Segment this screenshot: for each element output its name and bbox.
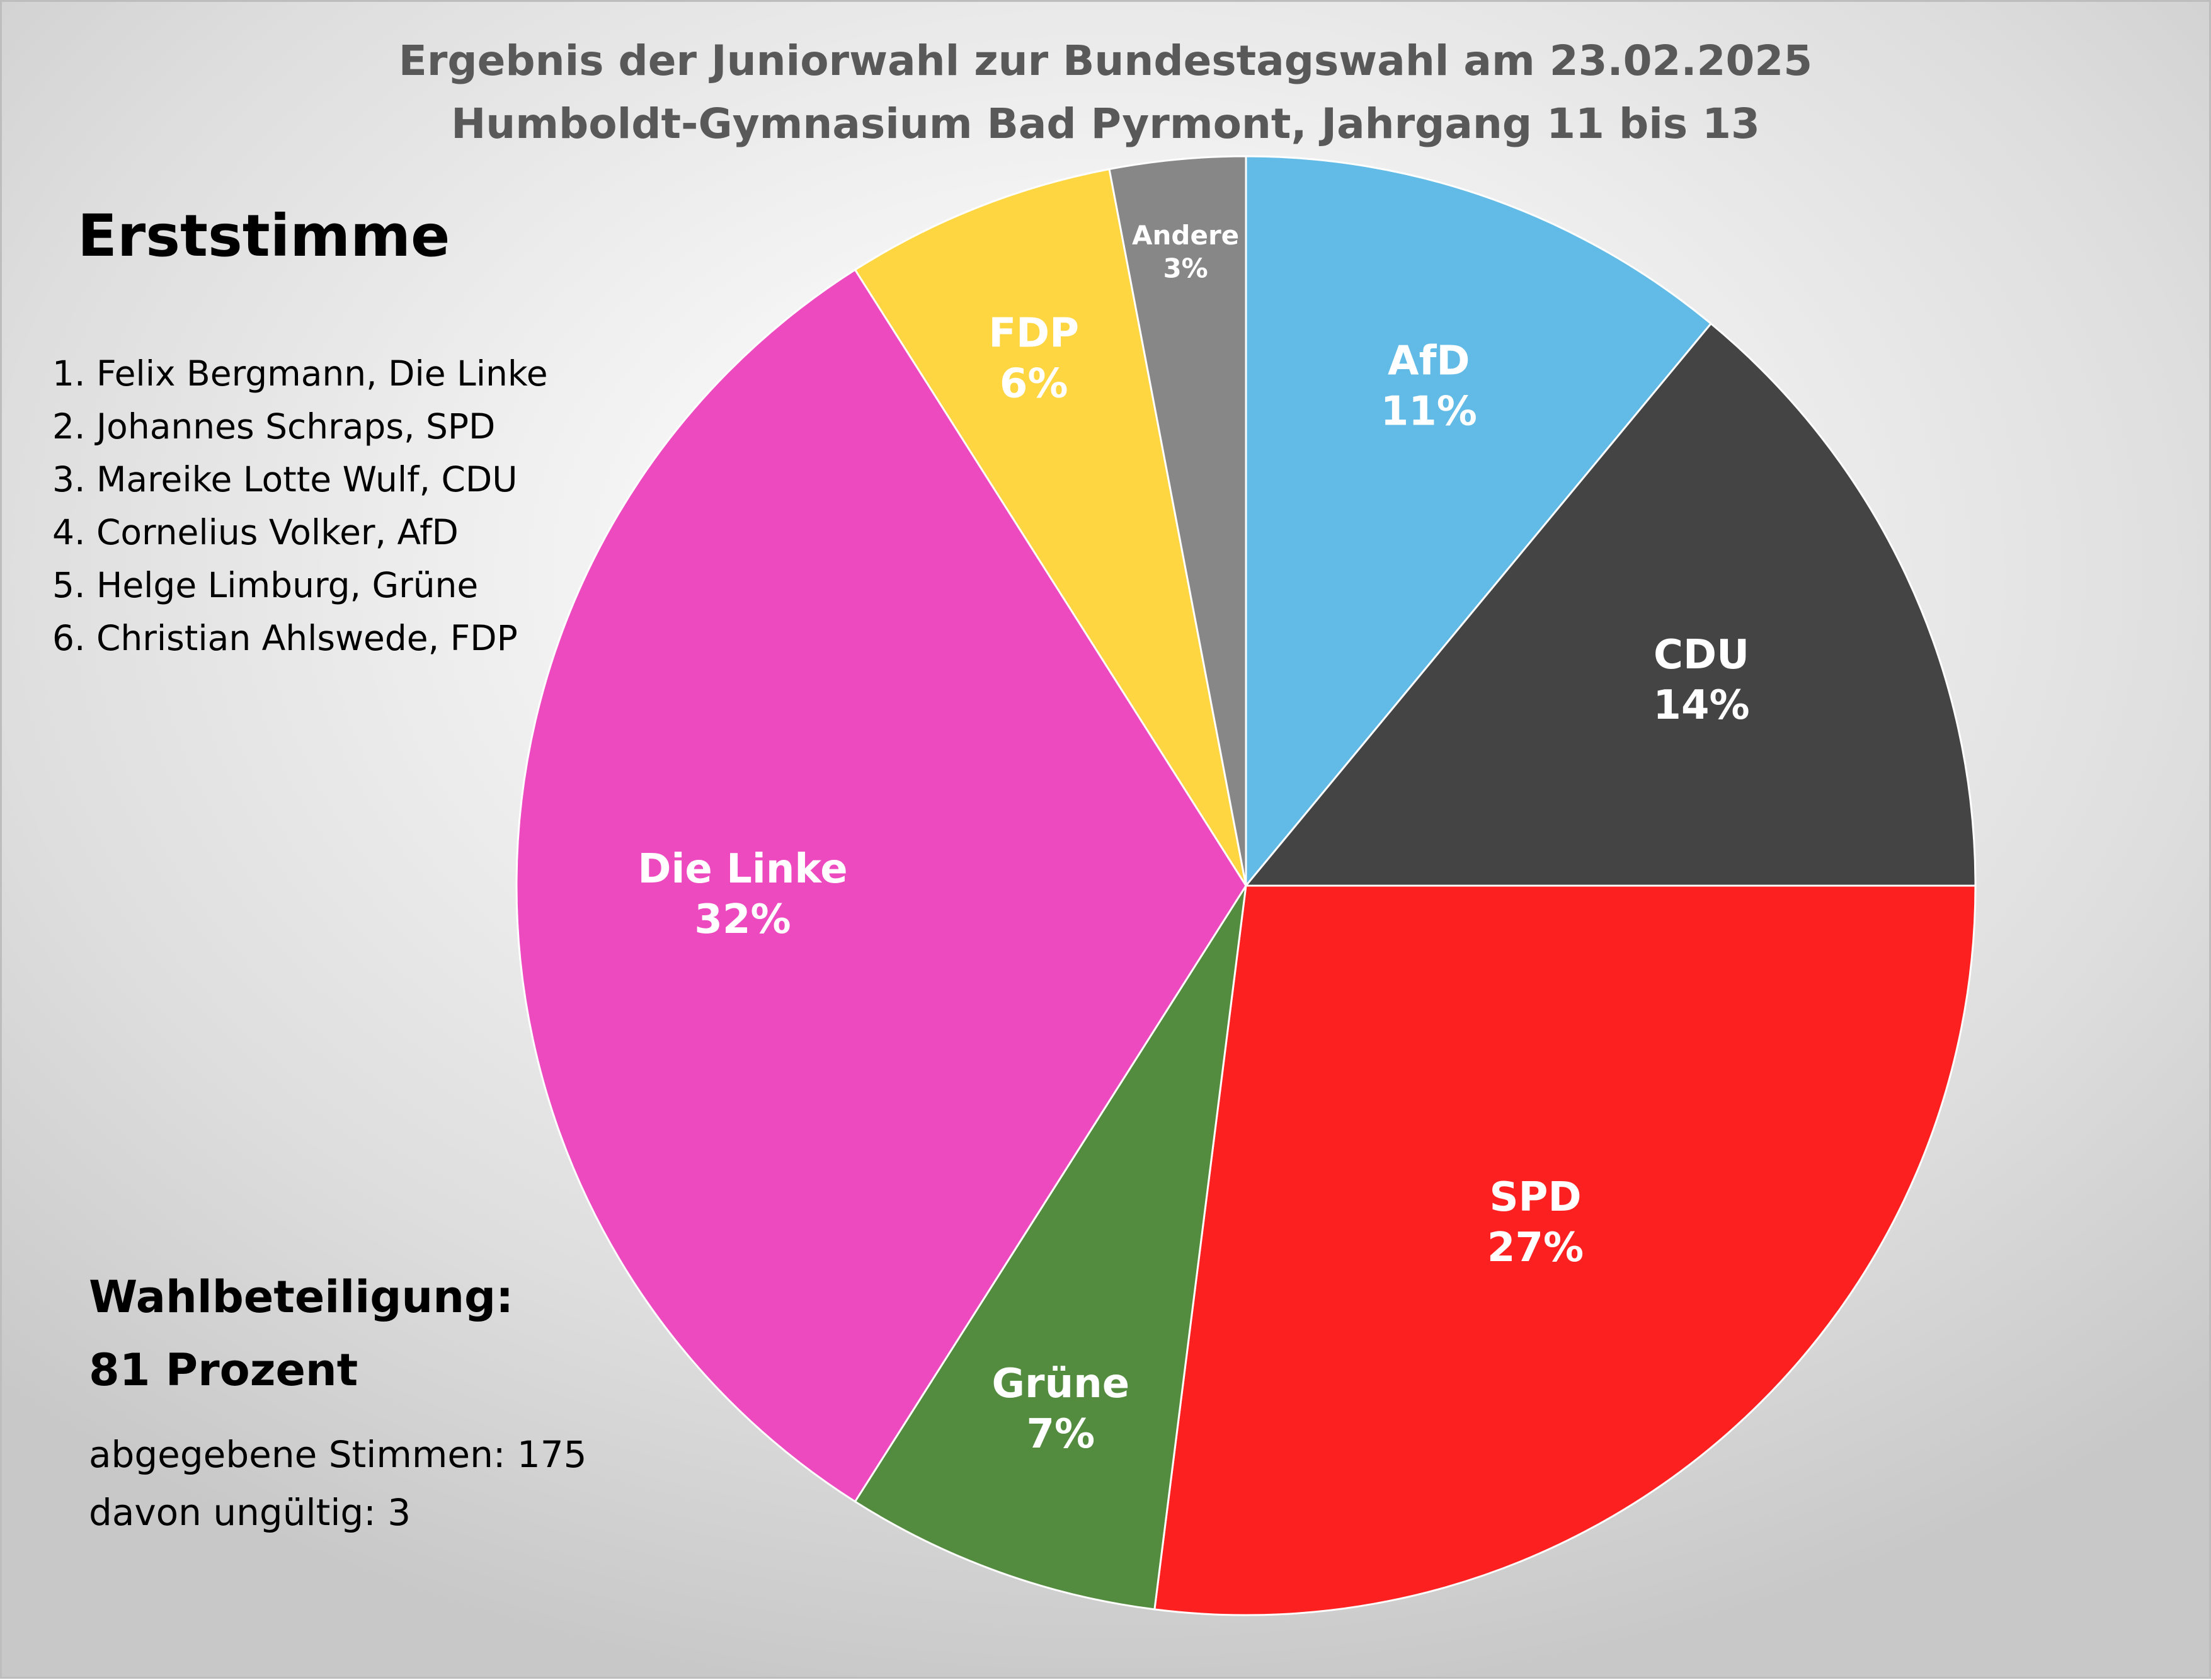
slice-label: CDU	[1654, 632, 1749, 678]
votes-invalid: davon ungültig: 3	[89, 1491, 411, 1534]
candidate-item: 3. Mareike Lotte Wulf, CDU	[52, 459, 518, 500]
turnout-value: 81 Prozent	[89, 1344, 358, 1396]
votes-cast: abgegebene Stimmen: 175	[89, 1433, 587, 1476]
pie-slice-andere	[1108, 155, 1247, 886]
turnout-block: Wahlbeteiligung: 81 Prozent	[89, 1260, 513, 1407]
slice-label: Die Linke	[637, 846, 847, 893]
pie-slice-fdp	[854, 168, 1247, 886]
candidate-item: 1. Felix Bergmann, Die Linke	[52, 353, 548, 394]
slice-label: AfD	[1388, 338, 1470, 385]
candidate-item: 4. Cornelius Volker, AfD	[52, 512, 459, 552]
slice-value-label: 3%	[1163, 253, 1208, 284]
slice-value-label: 6%	[1000, 360, 1068, 407]
ballot-type-heading: Erststimme	[77, 202, 450, 270]
pie-slice-gruene	[854, 885, 1247, 1611]
slice-value-label: 14%	[1653, 682, 1749, 729]
title-line-2: Humboldt-Gymnasium Bad Pyrmont, Jahrgang…	[451, 100, 1760, 148]
pie-slice-afd	[1245, 155, 1713, 889]
slice-label: SPD	[1489, 1174, 1581, 1221]
candidate-item: 2. Johannes Schraps, SPD	[52, 406, 496, 447]
candidate-item: 6. Christian Ahlswede, FDP	[52, 618, 518, 658]
pie-slice-spd	[1153, 884, 1977, 1616]
pie-slice-die-linke	[515, 268, 1247, 1503]
slice-value-label: 7%	[1026, 1411, 1095, 1458]
pie-slice-cdu	[1243, 322, 1977, 887]
title-line-1: Ergebnis der Juniorwahl zur Bundestagswa…	[398, 37, 1813, 85]
candidate-item: 5. Helge Limburg, Grüne	[52, 565, 479, 605]
slice-value-label: 32%	[694, 896, 791, 943]
slice-label: Andere	[1132, 220, 1239, 251]
candidate-list: 1. Felix Bergmann, Die Linke 2. Johannes…	[52, 347, 548, 665]
slice-value-label: 27%	[1487, 1225, 1584, 1271]
votes-block: abgegebene Stimmen: 175 davon ungültig: …	[89, 1426, 587, 1541]
slice-label: FDP	[988, 310, 1079, 357]
slice-label: Grüne	[991, 1361, 1129, 1407]
slice-value-label: 11%	[1381, 389, 1477, 435]
turnout-label: Wahlbeteiligung:	[89, 1271, 514, 1323]
chart-title: Ergebnis der Juniorwahl zur Bundestagswa…	[2, 30, 2209, 156]
